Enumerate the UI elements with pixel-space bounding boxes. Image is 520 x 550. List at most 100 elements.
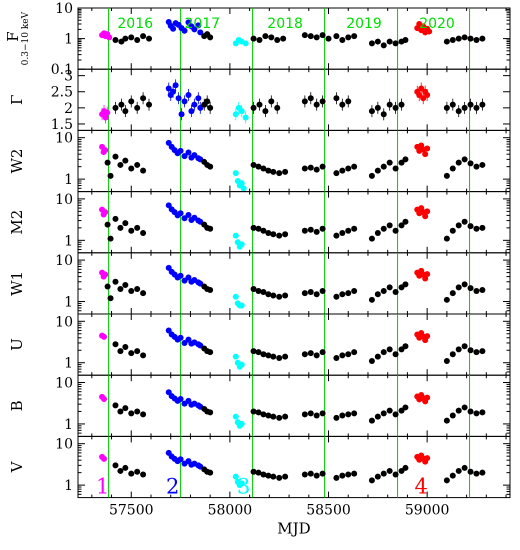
- data-point: [479, 161, 486, 168]
- data-point: [479, 469, 486, 476]
- data-point: [443, 38, 450, 45]
- data-point: [276, 293, 283, 300]
- data-point: [280, 35, 287, 42]
- y-tick-label: 10: [55, 314, 73, 330]
- data-point: [207, 349, 214, 356]
- data-point: [398, 101, 405, 108]
- data-point: [301, 471, 308, 478]
- data-point: [443, 172, 450, 179]
- data-point: [386, 467, 393, 474]
- data-point: [118, 101, 125, 108]
- data-point: [424, 271, 431, 278]
- data-point: [256, 101, 263, 108]
- data-point: [392, 411, 399, 418]
- data-point: [185, 91, 192, 98]
- data-point: [128, 470, 135, 477]
- data-point: [270, 353, 277, 360]
- data-point: [134, 468, 141, 475]
- data-point: [345, 411, 352, 418]
- data-point: [177, 456, 184, 463]
- data-point: [386, 101, 393, 108]
- data-point: [449, 101, 456, 108]
- data-point: [319, 287, 326, 294]
- data-point: [128, 410, 135, 417]
- y-tick-label: 1: [64, 356, 73, 372]
- data-point: [122, 108, 129, 115]
- data-point: [262, 33, 269, 40]
- data-point: [443, 235, 450, 242]
- data-point: [250, 408, 257, 415]
- data-point: [339, 291, 346, 298]
- data-point: [117, 408, 124, 415]
- data-point: [307, 288, 314, 295]
- data-point: [386, 38, 393, 45]
- data-point: [197, 29, 204, 36]
- data-point: [102, 147, 109, 154]
- y-tick-label: 1: [64, 172, 73, 188]
- data-point: [128, 165, 135, 172]
- y-tick-label: 10: [55, 192, 73, 208]
- data-point: [112, 104, 119, 111]
- data-point: [339, 472, 346, 479]
- data-point: [181, 27, 188, 34]
- data-point: [232, 170, 239, 177]
- data-point: [177, 395, 184, 402]
- data-point: [242, 114, 249, 121]
- data-point: [260, 411, 267, 418]
- data-point: [479, 348, 486, 355]
- year-label: 2019: [346, 16, 382, 32]
- panel-frame: [77, 313, 511, 376]
- data-point: [307, 470, 314, 477]
- data-point: [207, 34, 214, 41]
- data-point: [165, 85, 172, 92]
- data-point: [443, 296, 450, 303]
- panel-y-label: V: [8, 460, 26, 473]
- data-point: [424, 333, 431, 340]
- data-point: [473, 163, 480, 170]
- data-point: [268, 34, 275, 41]
- data-point: [276, 474, 283, 481]
- y-tick-label: 2: [64, 101, 73, 117]
- panel-frame: [77, 374, 511, 437]
- data-point: [112, 37, 119, 44]
- data-point: [473, 104, 480, 111]
- data-point: [443, 417, 450, 424]
- data-point: [122, 282, 129, 289]
- data-point: [101, 455, 108, 462]
- data-point: [270, 168, 277, 175]
- data-point: [345, 471, 352, 478]
- data-point: [282, 231, 289, 238]
- data-point: [351, 410, 358, 417]
- data-point: [301, 227, 308, 234]
- data-point: [122, 157, 129, 164]
- data-point: [345, 290, 352, 297]
- data-point: [307, 95, 314, 102]
- data-point: [238, 108, 245, 115]
- data-point: [117, 161, 124, 168]
- data-point: [178, 111, 185, 118]
- panel-y-label: W2: [8, 149, 26, 174]
- data-point: [232, 413, 239, 420]
- panel-frame: [77, 129, 511, 193]
- x-axis-label: MJD: [277, 520, 310, 538]
- data-point: [402, 218, 409, 225]
- data-point: [140, 471, 147, 478]
- y-tick-label: 2.5: [51, 85, 73, 101]
- data-point: [461, 464, 468, 471]
- year-label: 2017: [184, 16, 220, 32]
- data-point: [307, 226, 314, 233]
- data-point: [256, 37, 263, 44]
- data-point: [307, 164, 314, 171]
- data-point: [380, 349, 387, 356]
- data-point: [455, 284, 462, 291]
- data-point: [422, 151, 429, 158]
- data-point: [238, 302, 245, 309]
- data-point: [313, 412, 320, 419]
- data-point: [128, 287, 135, 294]
- data-point: [104, 159, 111, 166]
- data-point: [392, 227, 399, 234]
- data-point: [134, 161, 141, 168]
- data-point: [307, 410, 314, 417]
- panel-y-label: Γ: [8, 95, 26, 105]
- data-point: [238, 180, 245, 187]
